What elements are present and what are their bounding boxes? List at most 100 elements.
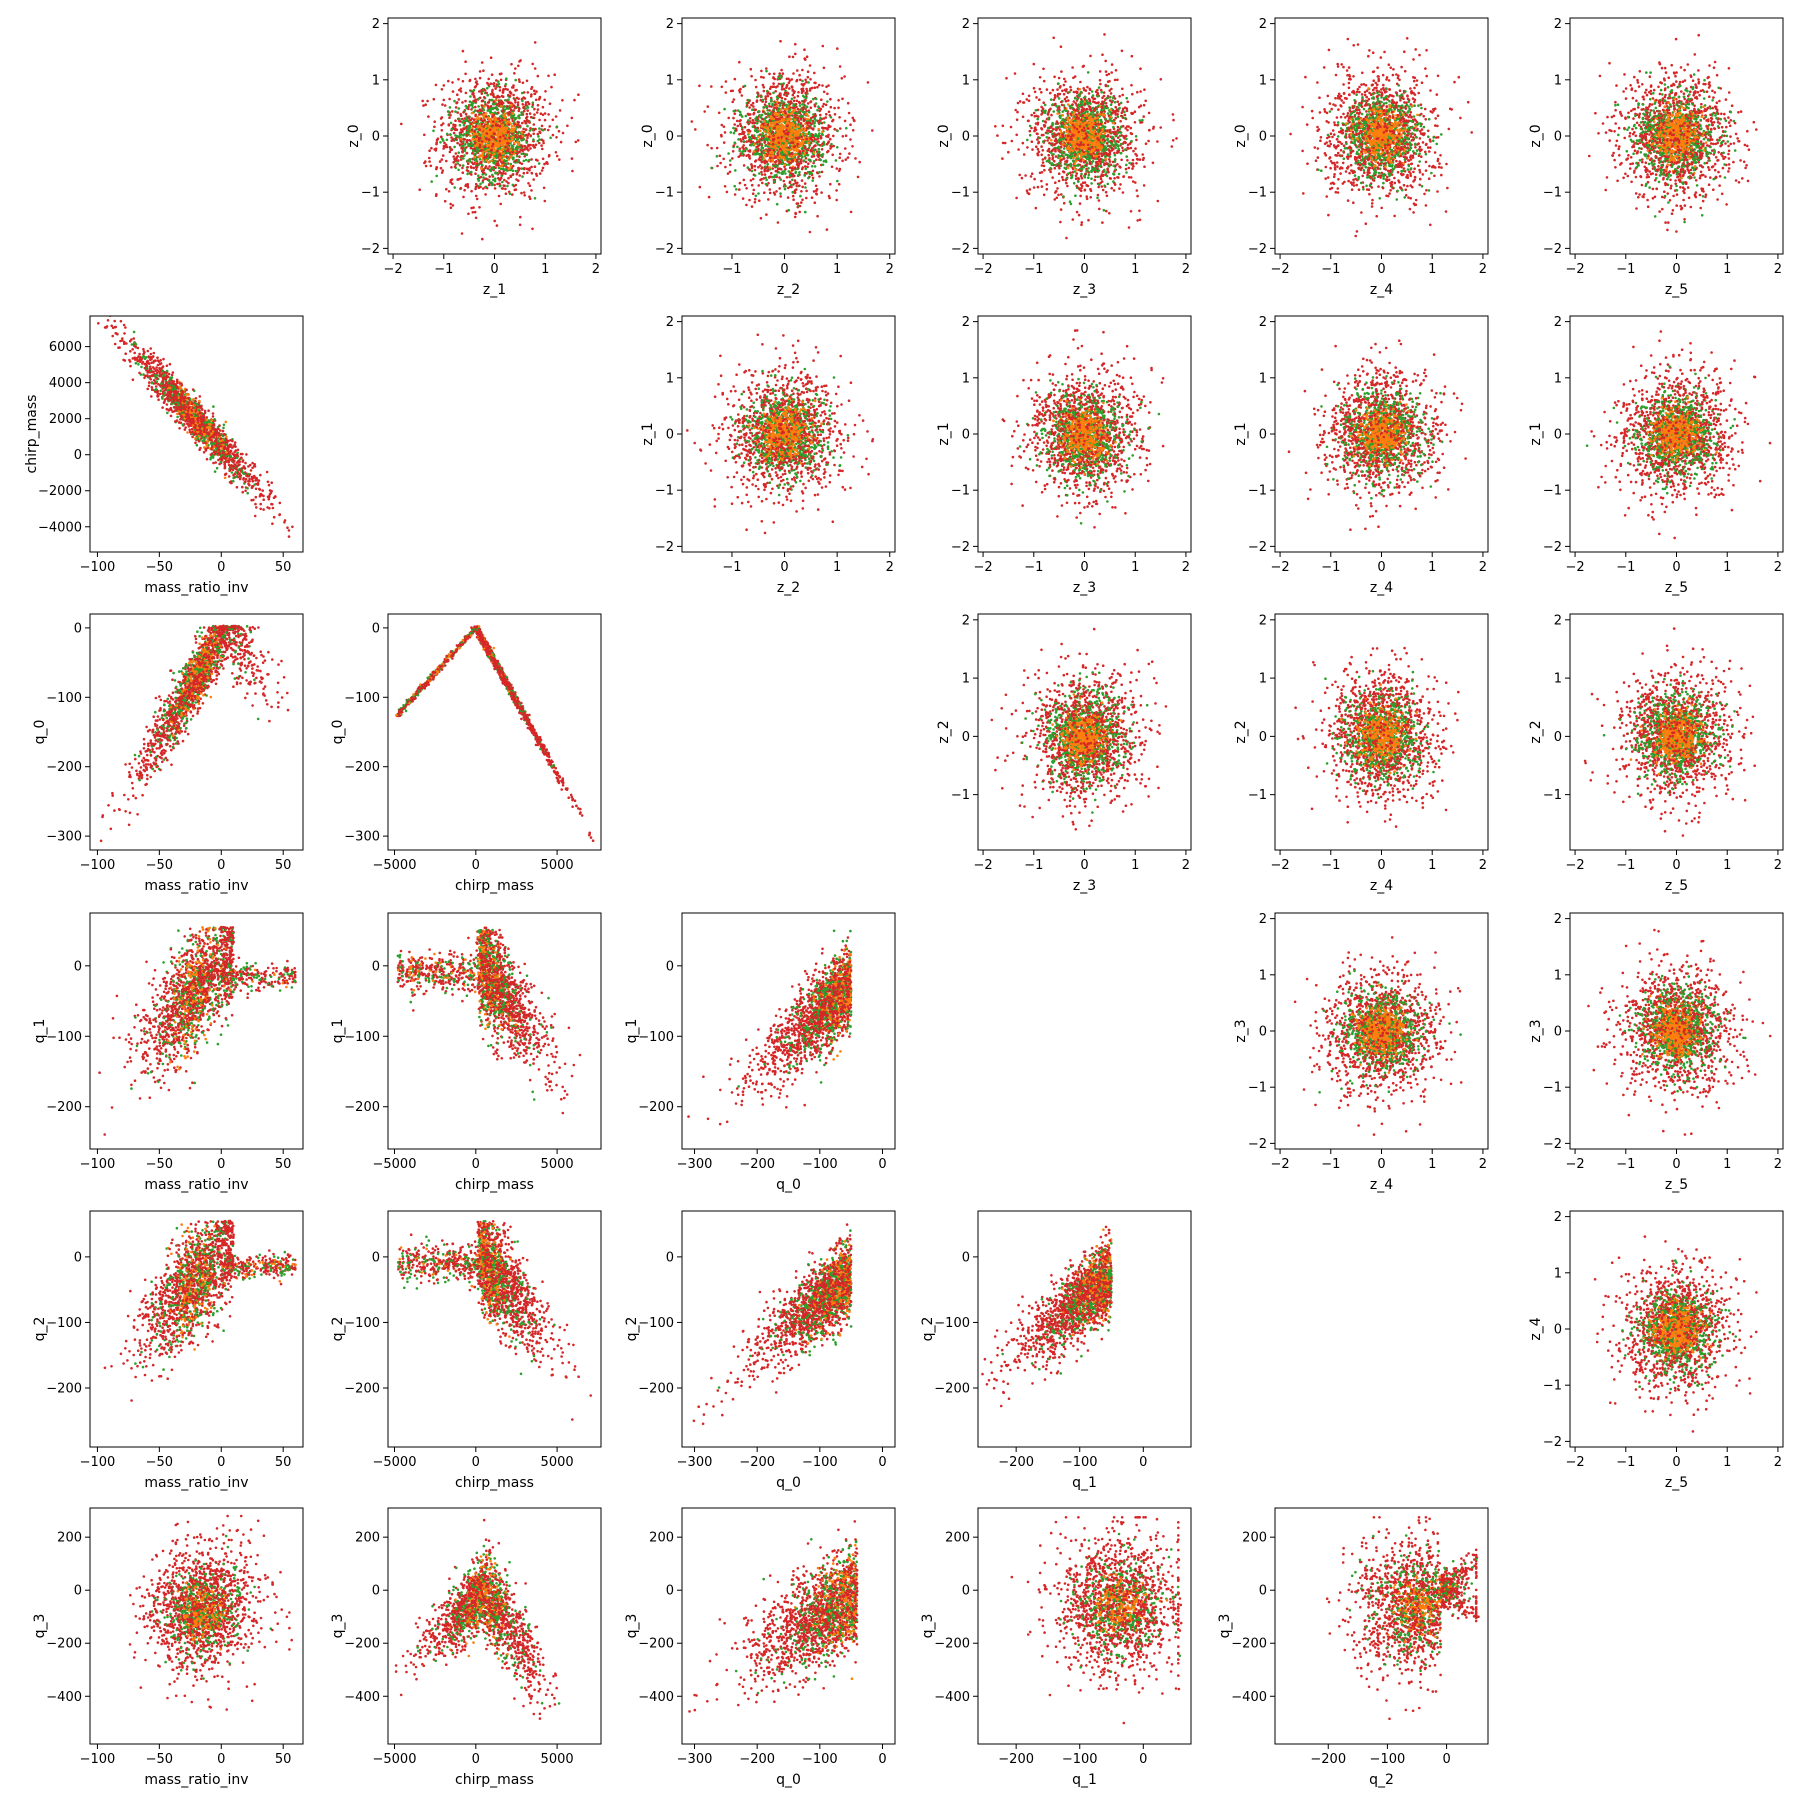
scatter-point (784, 167, 787, 171)
scatter-point (810, 196, 814, 199)
scatter-point (782, 102, 786, 106)
scatter-point (527, 144, 530, 148)
scatter-point (812, 148, 816, 152)
scatter-point (771, 130, 775, 134)
scatter-point (774, 106, 778, 110)
scatter-point (766, 138, 769, 142)
scatter-point (452, 155, 456, 158)
scatter-point (520, 111, 523, 114)
scatter-point (765, 89, 769, 93)
scatter-point (510, 86, 514, 89)
scatter-point (1129, 146, 1133, 150)
scatter-point (805, 132, 808, 136)
scatter-point (449, 206, 453, 209)
scatter-point (449, 180, 452, 184)
scatter-point (478, 158, 482, 161)
scatter-point (783, 93, 786, 96)
scatter-point (788, 108, 792, 111)
scatter-point (507, 181, 510, 185)
scatter-point (1089, 54, 1092, 58)
scatter-point (799, 194, 802, 198)
scatter-point (775, 123, 779, 126)
scatter-point (757, 94, 760, 98)
scatter-point (512, 93, 515, 97)
scatter-point (501, 139, 505, 142)
scatter-point (782, 87, 786, 91)
scatter-point (541, 128, 545, 132)
scatter-point (483, 155, 487, 159)
scatter-point (760, 143, 764, 146)
scatter-point (447, 123, 451, 126)
scatter-point (800, 135, 803, 139)
scatter-point (1016, 110, 1019, 114)
scatter-point (450, 166, 453, 169)
scatter-point (551, 133, 555, 137)
scatter-point (822, 90, 826, 94)
scatter-point (481, 152, 484, 156)
scatter-point (489, 111, 492, 114)
scatter-point (802, 159, 806, 162)
scatter-point (490, 73, 494, 76)
scatter-point (512, 152, 516, 156)
scatter-point (812, 160, 816, 163)
scatter-point (476, 133, 479, 136)
scatter-point (760, 160, 764, 164)
scatter-point (474, 105, 477, 109)
scatter-point (484, 150, 487, 153)
scatter-point (464, 126, 467, 129)
scatter-point (432, 129, 435, 133)
scatter-point (707, 195, 711, 199)
scatter-point (1032, 111, 1036, 115)
scatter-point (468, 124, 472, 128)
scatter-point (480, 128, 484, 132)
scatter-point (733, 123, 736, 126)
scatter-point (787, 81, 791, 84)
scatter-point (477, 139, 481, 142)
scatter-point (756, 91, 759, 94)
y-tick-label: −2 (655, 242, 674, 257)
scatter-point (766, 112, 769, 116)
scatter-point (843, 119, 847, 123)
scatter-point (442, 98, 446, 102)
scatter-point (482, 105, 486, 108)
scatter-point (465, 151, 469, 155)
scatter-point (482, 114, 486, 117)
scatter-point (555, 125, 559, 128)
scatter-point (770, 116, 773, 119)
scatter-point (1040, 179, 1043, 183)
y-tick-label: 1 (372, 73, 380, 88)
scatter-point (1040, 145, 1043, 148)
scatter-point (772, 164, 775, 167)
scatter-point (428, 149, 431, 152)
scatter-point (484, 185, 488, 189)
scatter-point (497, 176, 500, 180)
scatter-point (815, 188, 819, 191)
scatter-point (441, 122, 445, 125)
scatter-point (795, 79, 798, 83)
scatter-point (785, 176, 789, 179)
scatter-point (498, 182, 501, 185)
scatter-point (1116, 125, 1120, 129)
scatter-point (752, 105, 755, 108)
scatter-point (1028, 129, 1032, 133)
y-axis-label: z_0 (640, 124, 656, 147)
scatter-point (485, 132, 489, 135)
scatter-point (472, 135, 476, 139)
scatter-point (710, 146, 713, 150)
scatter-point (514, 101, 517, 104)
scatter-point (768, 92, 772, 96)
scatter-point (829, 182, 832, 186)
scatter-point (800, 201, 803, 204)
scatter-point (789, 148, 792, 152)
scatter-point (764, 154, 767, 157)
scatter-point (1144, 99, 1147, 103)
scatter-point (484, 165, 488, 168)
scatter-point (764, 95, 768, 98)
scatter-point (770, 172, 773, 175)
scatter-point (784, 97, 787, 101)
scatter-point (476, 130, 480, 134)
scatter-point (424, 164, 428, 168)
scatter-point (491, 142, 495, 146)
scatter-point (464, 99, 467, 103)
scatter-point (458, 117, 461, 121)
